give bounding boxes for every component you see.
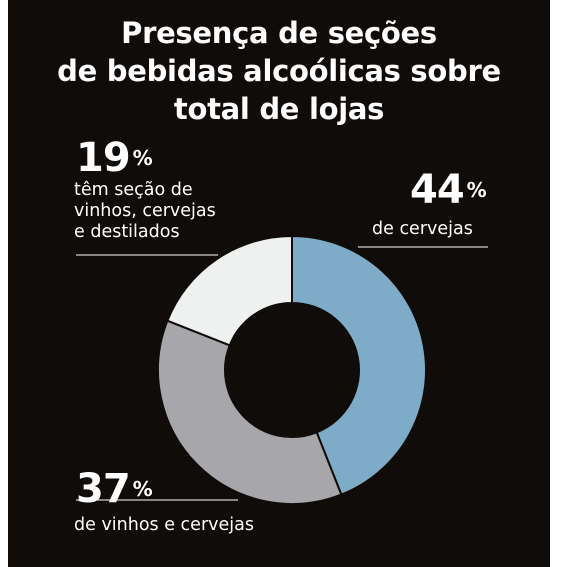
slice-44-number: 44 (410, 167, 465, 213)
chart-title-line-2: de bebidas alcoólicas sobre (57, 54, 501, 88)
slice-44-unit: % (466, 178, 487, 202)
slice-19-number: 19 (76, 135, 131, 181)
slice-label-37-value: 37% (76, 469, 153, 509)
slice-label-19-value: 19% (76, 138, 153, 178)
donut-slice-37 (157, 319, 343, 505)
slice-19-desc-line-1: têm seção de (74, 180, 193, 200)
leader-lines (76, 246, 488, 501)
donut-slice-44 (291, 234, 427, 496)
chart-title: Presença de seções de bebidas alcoólicas… (8, 14, 550, 128)
slice-19-unit: % (132, 146, 153, 170)
slice-37-unit: % (132, 477, 153, 501)
slice-37-desc-line-1: de vinhos e cervejas (74, 515, 254, 535)
slice-label-37-description: de vinhos e cervejas (74, 515, 254, 536)
slice-label-44-description: de cervejas (372, 219, 473, 240)
chart-title-line-1: Presença de seções (121, 16, 437, 50)
donut-chart (76, 234, 488, 505)
chart-title-line-3: total de lojas (173, 92, 385, 126)
slice-label-44-value: 44% (410, 170, 487, 210)
donut-slice-19 (166, 234, 293, 347)
slice-19-desc-line-2: vinhos, cervejas (74, 201, 216, 221)
slice-label-19-description: têm seção de vinhos, cervejas e destilad… (74, 180, 216, 243)
chart-panel: Presença de seções de bebidas alcoólicas… (8, 0, 550, 567)
slice-44-desc-line-1: de cervejas (372, 219, 473, 239)
slice-19-desc-line-3: e destilados (74, 222, 180, 242)
slice-37-number: 37 (76, 466, 131, 512)
donut-slices (157, 234, 427, 505)
